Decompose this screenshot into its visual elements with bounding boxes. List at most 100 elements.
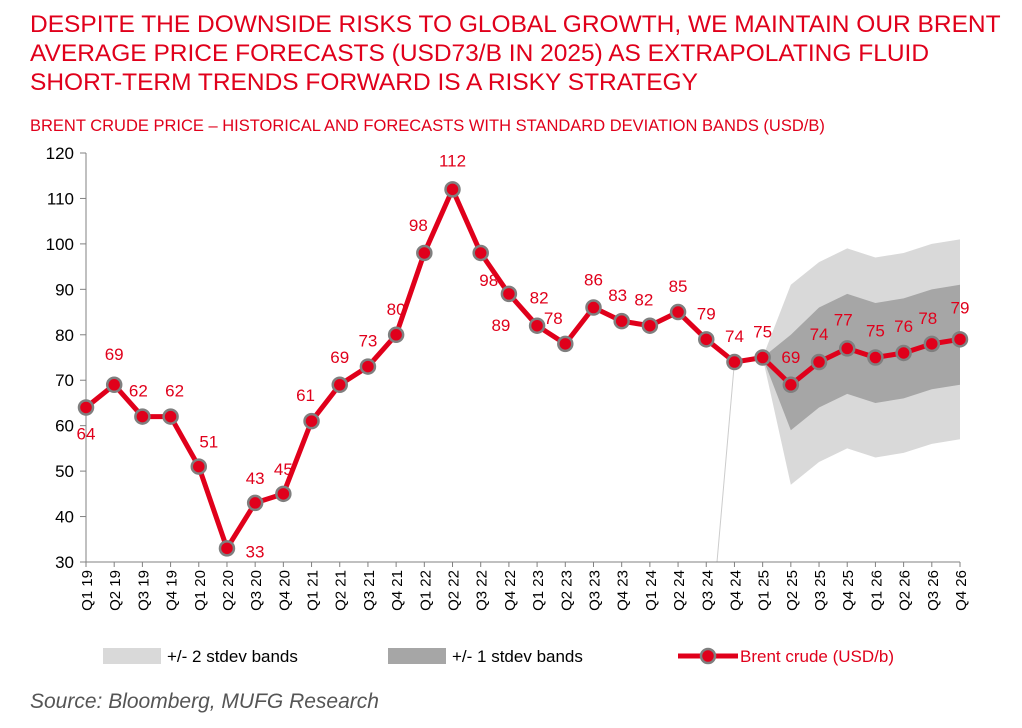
y-tick-label: 30 xyxy=(55,553,74,572)
data-point xyxy=(444,181,461,198)
data-label: 85 xyxy=(669,277,688,296)
data-label: 33 xyxy=(246,542,265,561)
legend-item-1-stdev: +/- 1 stdev bands xyxy=(388,647,583,666)
x-tick-label: Q3 21 xyxy=(361,570,378,611)
x-tick-label: Q1 25 xyxy=(756,570,773,611)
source-note: Source: Bloomberg, MUFG Research xyxy=(30,690,379,713)
data-point xyxy=(134,408,151,425)
data-label: 74 xyxy=(725,327,744,346)
x-tick-label: Q2 23 xyxy=(558,570,575,611)
y-tick-label: 60 xyxy=(55,417,74,436)
legend-label: Brent crude (USD/b) xyxy=(740,647,894,666)
data-point xyxy=(359,358,377,375)
x-tick-label: Q1 23 xyxy=(530,570,547,611)
x-tick-label: Q1 26 xyxy=(868,570,885,611)
data-point xyxy=(77,399,95,416)
data-point xyxy=(387,326,405,344)
data-label: 64 xyxy=(77,424,96,443)
data-label: 51 xyxy=(199,433,218,452)
y-tick-label: 110 xyxy=(47,189,74,208)
data-label: 112 xyxy=(439,151,466,170)
data-label: 83 xyxy=(608,286,627,305)
data-point xyxy=(810,353,828,371)
x-tick-label: Q3 19 xyxy=(135,570,152,611)
x-tick-label: Q3 25 xyxy=(812,570,829,611)
data-point xyxy=(331,376,348,394)
x-tick-label: Q4 19 xyxy=(164,570,181,611)
legend-swatch xyxy=(388,648,446,664)
data-label: 82 xyxy=(530,289,549,308)
data-label: 69 xyxy=(330,348,349,367)
data-point xyxy=(726,353,743,371)
data-point xyxy=(275,485,292,503)
data-point xyxy=(416,244,433,262)
y-tick-label: 90 xyxy=(55,280,74,299)
data-label: 89 xyxy=(491,316,510,335)
data-point xyxy=(557,335,574,353)
y-tick-label: 50 xyxy=(55,462,74,481)
x-tick-label: Q3 23 xyxy=(586,570,603,611)
x-tick-label: Q2 19 xyxy=(107,570,124,611)
data-label: 62 xyxy=(129,382,148,401)
x-tick-label: Q3 24 xyxy=(699,570,716,611)
x-tick-label: Q2 22 xyxy=(446,570,463,611)
data-point xyxy=(613,312,630,330)
y-tick-label: 40 xyxy=(55,508,74,527)
x-tick-label: Q1 19 xyxy=(79,570,96,611)
legend-marker xyxy=(699,647,717,665)
legend-item-2-stdev: +/- 2 stdev bands xyxy=(103,647,298,666)
x-tick-label: Q2 25 xyxy=(784,570,801,611)
brent-price-chart: 30 40 50 60 70 80 90 100 110 120 Q1 19 Q2 19 Q3 19 Q4… xyxy=(46,144,970,666)
data-label: 77 xyxy=(834,310,853,329)
legend-label: +/- 1 stdev bands xyxy=(452,647,583,666)
axes: 30 40 50 60 70 80 90 100 110 120 Q1 19 Q2 19 Q3 19 Q4… xyxy=(46,144,970,611)
x-tick-label: Q2 21 xyxy=(333,570,350,611)
x-tick-label: Q2 26 xyxy=(897,570,914,611)
data-point xyxy=(528,317,546,334)
x-tick-label: Q1 24 xyxy=(643,570,660,611)
x-tick-label: Q4 24 xyxy=(727,570,744,611)
data-point xyxy=(472,244,489,262)
legend-item-brent: Brent crude (USD/b) xyxy=(678,647,894,666)
band-1-stdev xyxy=(762,284,960,431)
x-tick-label: Q1 20 xyxy=(192,570,209,611)
data-point xyxy=(190,458,208,475)
data-label: 79 xyxy=(951,298,970,317)
data-point xyxy=(641,317,659,334)
data-label: 78 xyxy=(918,309,937,328)
data-label: 75 xyxy=(866,322,885,341)
data-point xyxy=(246,494,264,512)
x-tick-label: Q4 20 xyxy=(276,570,293,611)
y-tick-label: 120 xyxy=(46,144,74,163)
legend-label: +/- 2 stdev bands xyxy=(167,647,298,666)
data-label: 45 xyxy=(274,460,293,479)
data-point xyxy=(303,412,320,430)
data-point xyxy=(867,349,884,366)
x-tick-label: Q4 23 xyxy=(615,570,632,611)
legend-swatch xyxy=(103,648,161,664)
x-tick-label: Q4 21 xyxy=(389,570,406,611)
data-label: 98 xyxy=(409,216,428,235)
data-point xyxy=(782,376,800,394)
x-tick-label: Q4 26 xyxy=(953,570,970,611)
data-point xyxy=(500,285,518,303)
headline: DESPITE THE DOWNSIDE RISKS TO GLOBAL GRO… xyxy=(30,11,1001,96)
data-label: 73 xyxy=(358,332,377,351)
chart-title: BRENT CRUDE PRICE – HISTORICAL AND FOREC… xyxy=(30,117,825,135)
y-tick-label: 100 xyxy=(46,235,74,254)
x-tick-label: Q3 22 xyxy=(474,570,491,611)
data-label: 74 xyxy=(810,325,829,344)
data-point xyxy=(218,540,236,557)
data-label: 80 xyxy=(387,300,406,319)
x-tick-label: Q3 20 xyxy=(248,570,265,611)
data-point xyxy=(951,331,969,348)
brent-line-series xyxy=(77,181,969,557)
data-point xyxy=(838,340,856,357)
data-label: 69 xyxy=(781,348,800,367)
data-label: 86 xyxy=(584,271,603,290)
data-label: 79 xyxy=(697,304,716,323)
x-tick-label: Q3 26 xyxy=(925,570,942,611)
stdev-bands xyxy=(716,239,960,563)
data-point xyxy=(585,299,602,316)
